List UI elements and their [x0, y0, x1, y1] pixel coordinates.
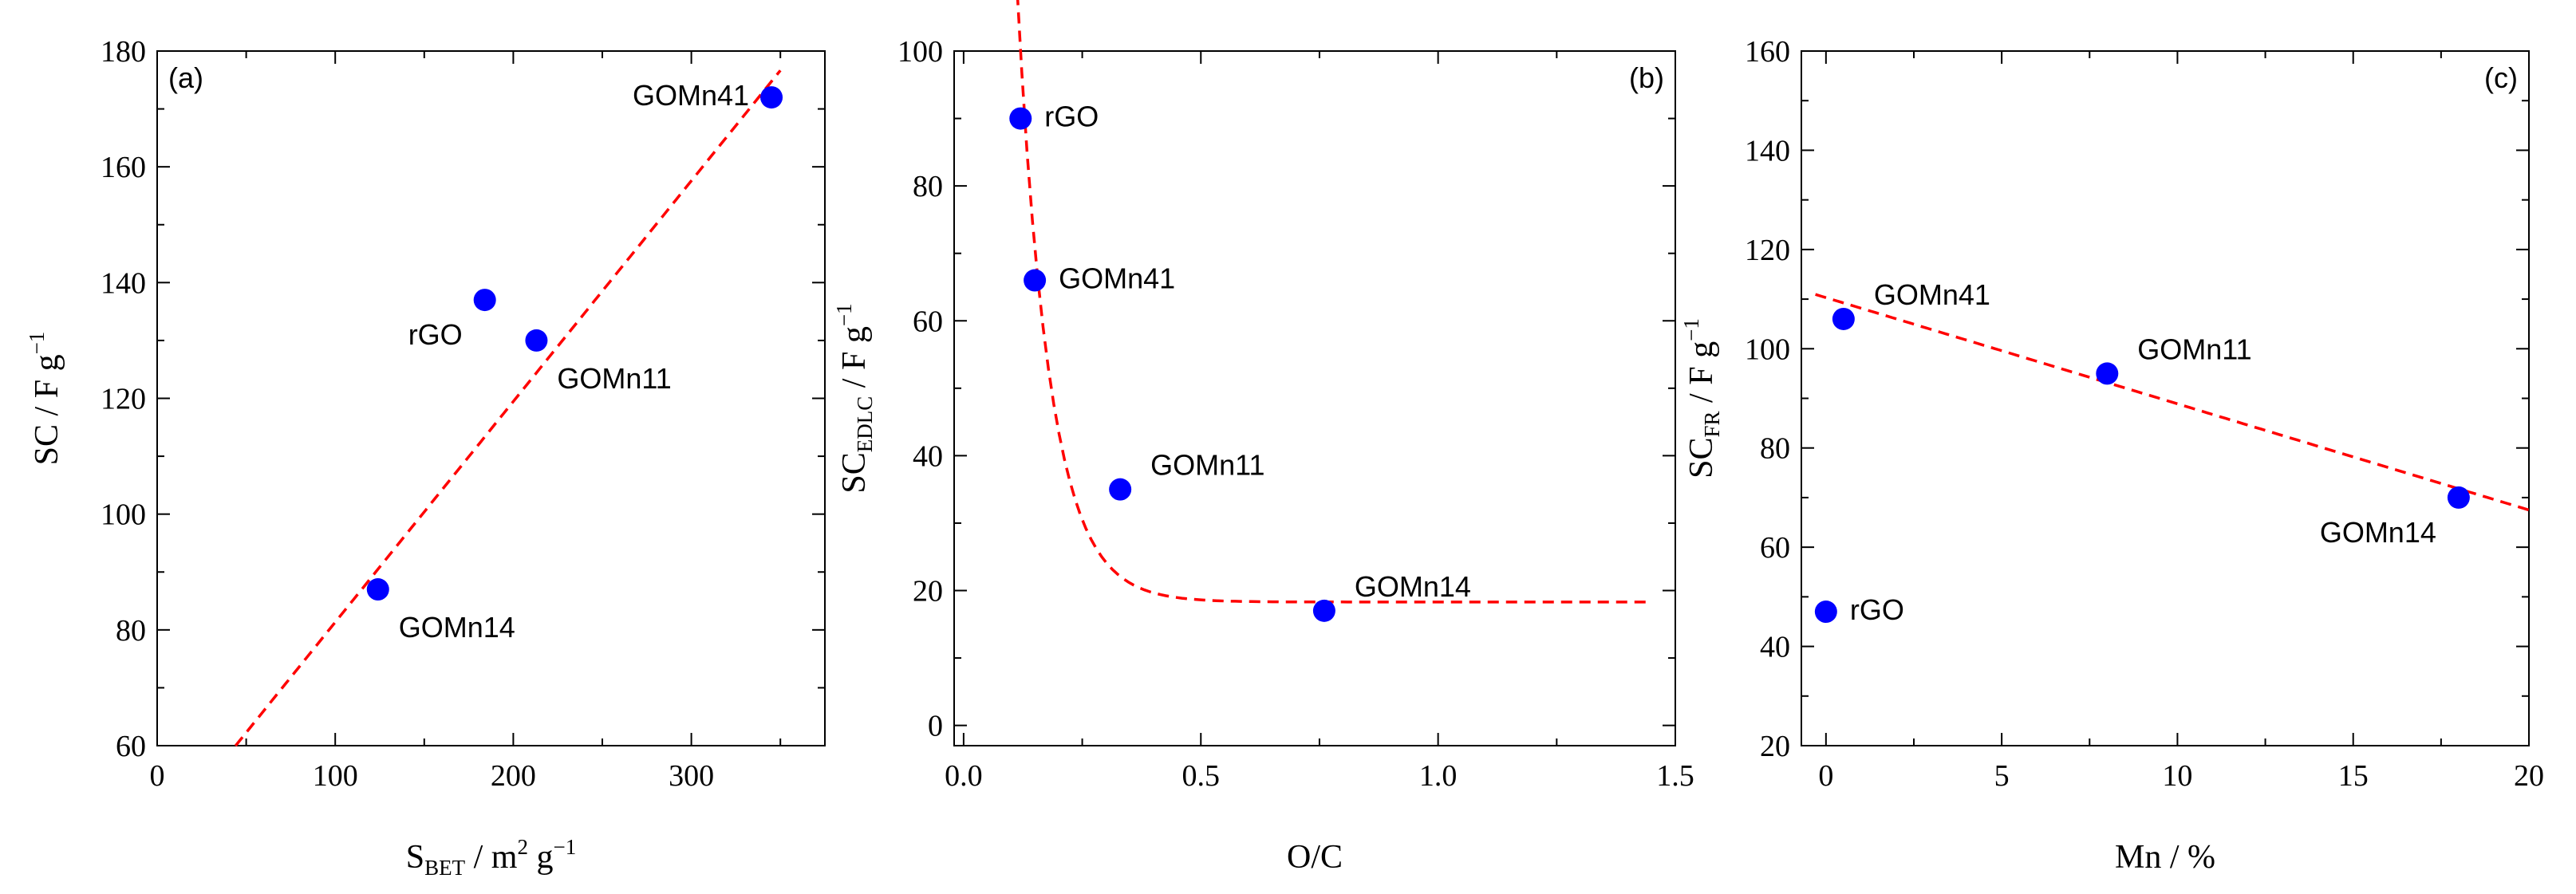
y-tick-label: 20	[913, 575, 943, 608]
chart-panel-3: 0 5 10 15 20 20 40 60 80 100 120 140 160 GOMn41 GOMn11…	[1679, 35, 2544, 876]
data-point-gomn11	[2096, 362, 2119, 385]
x-tick-label: 5	[1994, 759, 2010, 793]
fit-line	[1016, 0, 1652, 604]
y-tick-label: 100	[1745, 333, 1790, 366]
data-point-gomn41	[1832, 307, 1855, 330]
y-tick-label: 40	[913, 439, 943, 473]
y-tick-label: 100	[101, 498, 146, 532]
panel-label: (c)	[2484, 61, 2518, 94]
point-label-rgo: rGO	[1044, 100, 1099, 133]
x-tick-label: 15	[2338, 759, 2369, 793]
plot-frame	[1801, 50, 2530, 746]
x-axis-title: O/C	[1287, 839, 1343, 876]
data-point-gomn14	[1312, 599, 1335, 622]
panel-label: (a)	[168, 61, 203, 94]
y-tick-label: 160	[1745, 35, 1790, 69]
panel-label: (b)	[1629, 61, 1664, 94]
y-tick-label: 140	[101, 266, 146, 300]
fit-line	[234, 69, 782, 747]
point-label-gomn14: GOMn14	[399, 611, 515, 644]
point-label-gomn11: GOMn11	[557, 362, 671, 395]
x-axis-title: Mn / %	[2115, 839, 2215, 876]
y-axis-title: SCFR / F g−1	[1679, 318, 1724, 479]
x-tick-label: 300	[669, 759, 714, 793]
x-tick-label: 10	[2162, 759, 2192, 793]
y-tick-label: 80	[913, 170, 943, 203]
plot-frame	[953, 50, 1676, 746]
point-label-gomn41: GOMn41	[633, 79, 749, 112]
y-tick-label: 80	[1760, 432, 1790, 466]
y-tick-label: 60	[1760, 531, 1790, 565]
data-point-gomn14	[366, 578, 389, 601]
data-point-gomn11	[1109, 478, 1132, 501]
x-axis-title: SBET / m2 g−1	[406, 835, 576, 880]
point-label-gomn41: GOMn41	[1059, 262, 1175, 295]
point-label-gomn14: GOMn14	[2320, 516, 2436, 549]
point-label-rgo: rGO	[408, 318, 463, 351]
x-tick-label: 20	[2514, 759, 2544, 793]
point-label-gomn11: GOMn11	[2137, 333, 2251, 365]
data-point-rgo	[473, 289, 496, 312]
y-tick-label: 60	[116, 730, 146, 763]
x-tick-label: 100	[313, 759, 358, 793]
x-tick-label: 0.5	[1182, 759, 1221, 793]
y-axis-title: SC / F g−1	[25, 332, 65, 466]
x-tick-label: 1.0	[1419, 759, 1458, 793]
point-label-gomn41: GOMn41	[1874, 278, 1990, 311]
chart-panel-2: 0.0 0.5 1.0 1.5 0 20 40 60 80 100 rGO GOMn41 GOMn11 G…	[832, 0, 1694, 876]
point-label-gomn11: GOMn11	[1150, 449, 1264, 482]
x-tick-label: 0	[1818, 759, 1833, 793]
y-tick-label: 120	[1745, 234, 1790, 267]
x-tick-label: 200	[491, 759, 536, 793]
chart-panel-1: 0 100 200 300 60 80 100 120 140 160 180 GOMn41 rGO GO…	[25, 35, 826, 880]
y-tick-label: 60	[913, 305, 943, 338]
y-tick-label: 120	[101, 383, 146, 416]
data-point-gomn41	[760, 86, 783, 109]
y-tick-label: 20	[1760, 730, 1790, 763]
x-tick-label: 0.0	[945, 759, 983, 793]
data-point-rgo	[1814, 601, 1837, 624]
data-point-gomn41	[1024, 269, 1047, 292]
x-tick-label: 1.5	[1656, 759, 1694, 793]
point-label-gomn14: GOMn14	[1355, 570, 1471, 603]
data-point-gomn14	[2447, 486, 2470, 509]
data-point-rgo	[1009, 107, 1032, 130]
y-tick-label: 0	[928, 710, 943, 743]
y-tick-label: 140	[1745, 134, 1790, 167]
y-tick-label: 100	[897, 35, 943, 69]
x-tick-label: 0	[150, 759, 165, 793]
data-point-gomn11	[525, 329, 548, 352]
y-tick-label: 40	[1760, 631, 1790, 664]
y-tick-label: 180	[101, 35, 146, 69]
y-tick-label: 80	[116, 614, 146, 648]
y-tick-label: 160	[101, 151, 146, 184]
fit-line	[1815, 293, 2530, 512]
point-label-rgo: rGO	[1850, 593, 1904, 626]
y-axis-title: SCEDLC / F g−1	[832, 303, 877, 493]
